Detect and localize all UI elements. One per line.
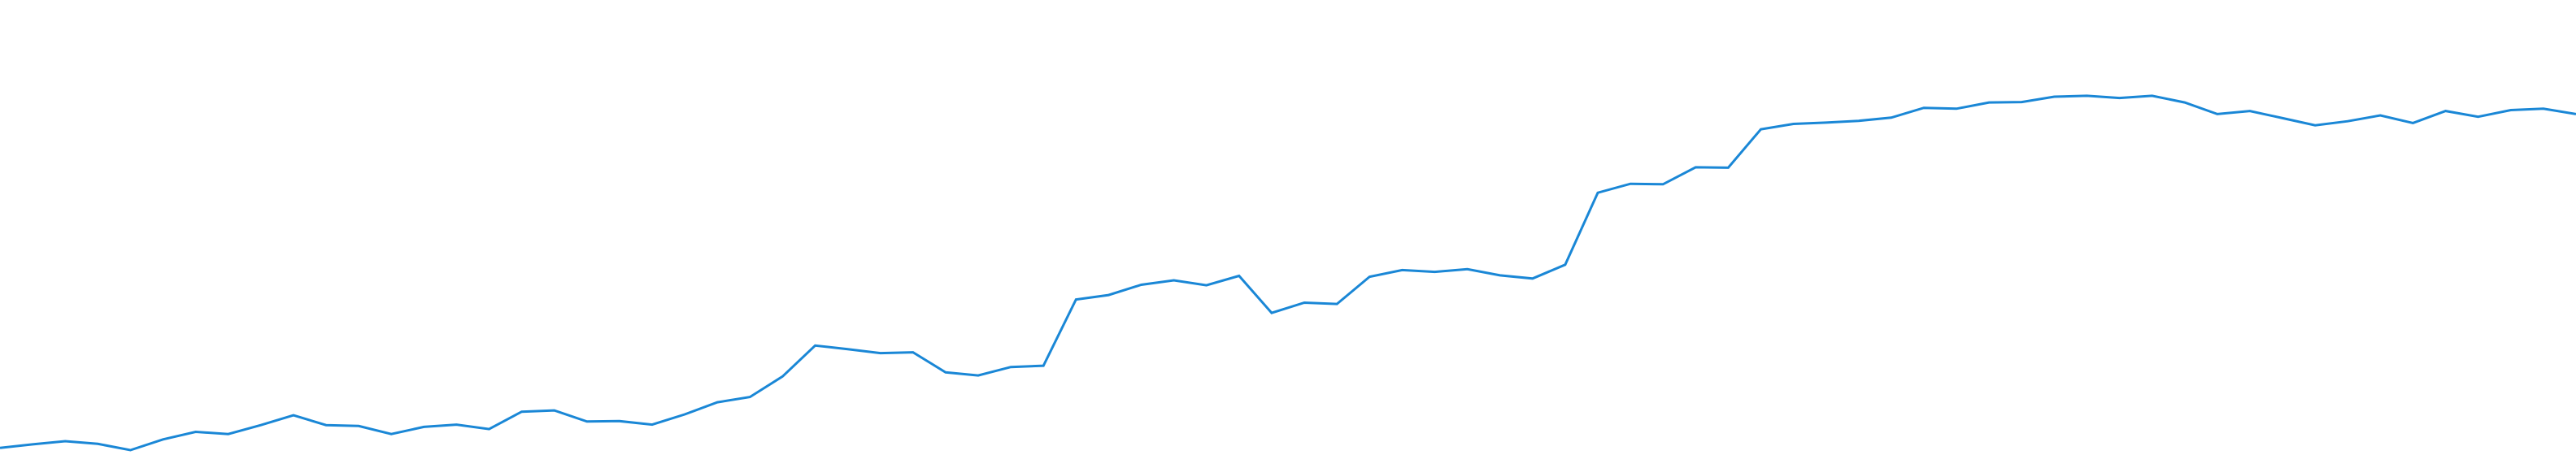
- series-layer: [0, 94, 2576, 452]
- series-line-0: [0, 94, 2576, 452]
